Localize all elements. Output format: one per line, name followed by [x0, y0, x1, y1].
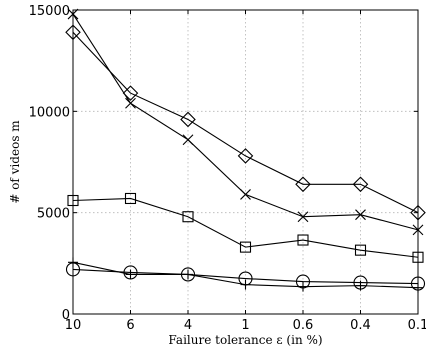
x-marker: [125, 97, 136, 109]
x-marker: [355, 209, 366, 221]
square-marker: [239, 241, 252, 253]
plus-marker: [240, 279, 251, 290]
y-tick-label: 10000: [29, 105, 70, 120]
square-marker: [297, 234, 309, 246]
plus-marker: [355, 280, 366, 291]
x-tick-label: 0.6: [293, 318, 314, 333]
y-tick-label: 5000: [37, 207, 70, 222]
x-tick-label: 0.4: [350, 318, 371, 333]
series-square: [67, 192, 424, 263]
diamond-marker: [237, 148, 254, 164]
x-tick-label: 10: [65, 318, 82, 333]
x-tick-labels: 10 6 4 1 0.6 0.4 0.1: [65, 318, 426, 333]
series-line: [72, 197, 419, 258]
plus-marker: [125, 269, 136, 280]
x-axis-title: Failure tolerance ε (in %): [168, 333, 322, 347]
tick-marks: [72, 9, 419, 315]
diamond-marker: [122, 85, 139, 101]
square-marker: [354, 244, 367, 256]
plus-marker: [183, 269, 193, 280]
square-marker: [124, 192, 137, 205]
x-marker: [297, 211, 309, 223]
y-tick-labels: 0 5000 10000 15000: [29, 4, 70, 323]
grid: [73, 10, 418, 314]
y-tick-label: 15000: [29, 4, 70, 19]
x-tick-label: 1: [241, 318, 249, 333]
x-marker: [240, 189, 251, 200]
plus-marker: [298, 281, 308, 292]
x-tick-label: 6: [126, 318, 134, 333]
series-layer: [65, 8, 426, 293]
x-tick-label: 0.1: [408, 318, 426, 333]
diamond-marker: [352, 176, 369, 193]
x-marker: [182, 134, 194, 146]
y-tick-label: 0: [62, 308, 70, 323]
x-tick-label: 4: [184, 318, 192, 333]
square-marker: [182, 211, 194, 223]
diamond-marker: [180, 111, 196, 128]
y-axis-title: # of videos m: [8, 120, 22, 204]
diamond-marker: [295, 176, 311, 193]
series-line: [72, 31, 419, 214]
